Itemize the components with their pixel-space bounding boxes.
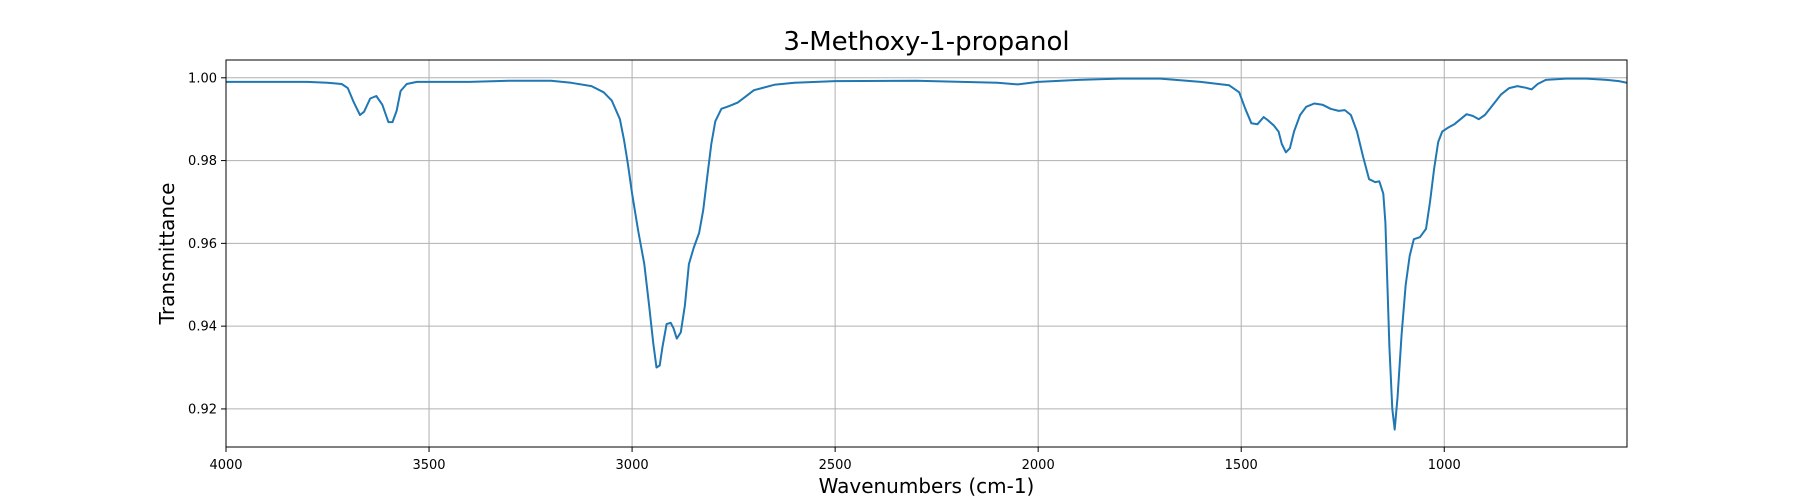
x-tick-label: 3000 <box>616 458 649 473</box>
axis-ticks: 4000 3500 3000 2500 2000 1500 1000 0.92 0.94 0.96… <box>188 71 1461 473</box>
y-tick-label: 1.00 <box>188 71 217 86</box>
chart-title: 3-Methoxy-1-propanol <box>783 27 1069 57</box>
grid-lines <box>225 60 1627 447</box>
spectrum-line <box>226 77 1628 431</box>
y-tick-label: 0.98 <box>188 154 217 169</box>
x-tick-label: 4000 <box>209 458 242 473</box>
x-axis-label: Wavenumbers (cm-1) <box>819 474 1035 498</box>
x-tick-label: 2000 <box>1022 458 1055 473</box>
plot-frame <box>225 59 1628 448</box>
x-tick-label: 1000 <box>1428 458 1461 473</box>
x-tick-label: 1500 <box>1225 458 1258 473</box>
y-tick-label: 0.92 <box>188 402 217 417</box>
y-tick-label: 0.94 <box>188 320 217 335</box>
y-axis-label: Transmittance <box>155 183 179 326</box>
y-tick-label: 0.96 <box>188 237 217 252</box>
x-tick-label: 2500 <box>819 458 852 473</box>
x-tick-label: 3500 <box>412 458 445 473</box>
